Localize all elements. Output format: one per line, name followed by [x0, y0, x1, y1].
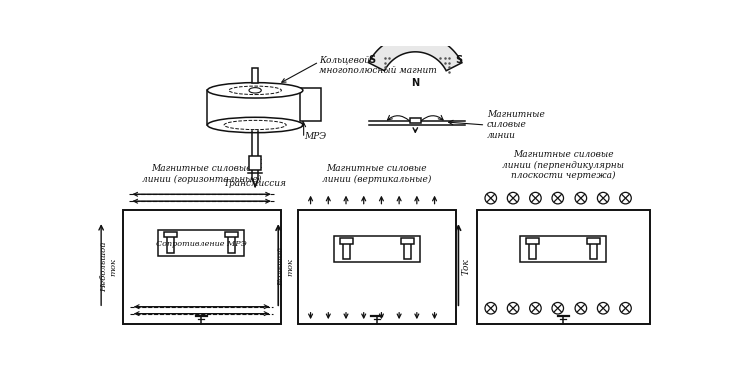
Bar	[228, 233, 235, 253]
Text: Магнитные силовые
линии (перпендикулярны
плоскости чертежа): Магнитные силовые линии (перпендикулярны…	[502, 150, 624, 180]
Bar	[477, 210, 650, 324]
Text: Сопротивление МРЭ: Сопротивление МРЭ	[156, 240, 246, 248]
Ellipse shape	[249, 87, 261, 93]
Bar	[167, 233, 174, 253]
Ellipse shape	[207, 117, 303, 133]
Bar	[158, 230, 244, 256]
Bar	[298, 210, 456, 324]
Ellipse shape	[224, 120, 286, 130]
Bar	[252, 68, 258, 84]
Bar	[520, 236, 606, 262]
Text: S: S	[368, 55, 375, 65]
Bar	[404, 239, 411, 259]
Bar	[333, 236, 420, 262]
Text: N: N	[412, 78, 419, 87]
Bar	[590, 239, 597, 259]
Bar	[410, 118, 421, 123]
Text: Магнитные силовые
линии (горизонтальные): Магнитные силовые линии (горизонтальные)	[141, 164, 261, 183]
Bar	[526, 238, 539, 243]
Text: S: S	[456, 55, 463, 65]
Bar	[300, 88, 321, 121]
Text: Магнитные
силовые
линии: Магнитные силовые линии	[487, 110, 544, 140]
Polygon shape	[369, 34, 462, 71]
Text: Большой
ток: Большой ток	[277, 247, 294, 286]
Text: Ток: Ток	[462, 258, 471, 275]
Bar	[122, 210, 281, 324]
Text: Магнитные силовые
линии (вертикальные): Магнитные силовые линии (вертикальные)	[322, 164, 432, 183]
Text: Небольшой
ток: Небольшой ток	[100, 241, 117, 292]
Ellipse shape	[229, 86, 282, 94]
Text: Кольцевой
многополюсный магнит: Кольцевой многополюсный магнит	[319, 56, 437, 75]
Text: Трансмиссия: Трансмиссия	[224, 179, 287, 188]
Bar	[249, 156, 261, 170]
Bar	[164, 232, 177, 237]
Ellipse shape	[207, 83, 303, 98]
Bar	[343, 239, 350, 259]
Bar	[587, 238, 600, 243]
Bar	[529, 239, 536, 259]
Bar	[225, 232, 238, 237]
Bar	[340, 238, 353, 243]
Bar	[401, 238, 414, 243]
Text: МРЭ: МРЭ	[303, 132, 326, 141]
